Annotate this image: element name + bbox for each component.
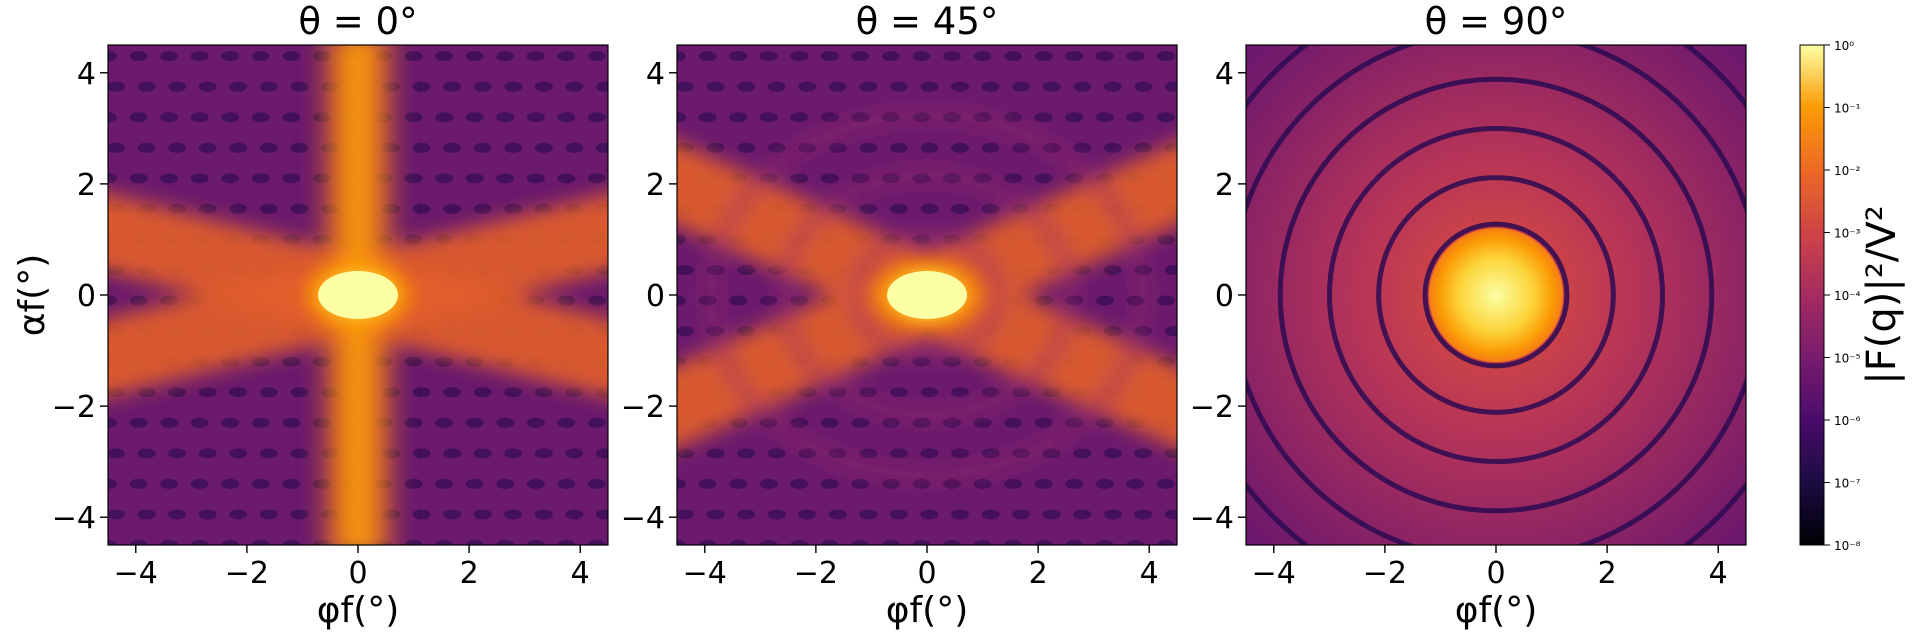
colorbar-tick-label: 10⁰ — [1834, 39, 1854, 53]
x-tick-label: 2 — [1598, 556, 1617, 591]
heatmap-image — [677, 45, 1177, 545]
colorbar-label: |F(q)|²/V² — [1859, 205, 1905, 384]
x-tick-label: −2 — [225, 556, 269, 591]
x-tick-label: 2 — [1029, 556, 1048, 591]
x-tick-label: −2 — [1363, 556, 1407, 591]
colorbar-tick-label: 10⁻⁶ — [1834, 414, 1861, 428]
colorbar-tick-label: 10⁻² — [1834, 164, 1861, 178]
y-tick-label: −4 — [52, 501, 96, 536]
x-tick-label: 4 — [1140, 556, 1159, 591]
colorbar-tick-label: 10⁻⁸ — [1834, 539, 1861, 553]
y-tick-label: −2 — [1190, 390, 1234, 425]
x-axis-label: φf(°) — [886, 590, 969, 631]
y-tick-label: 4 — [1215, 57, 1234, 92]
x-tick-label: 4 — [1709, 556, 1728, 591]
panel-title: θ = 0° — [298, 0, 417, 43]
y-tick-label: 2 — [77, 168, 96, 203]
y-axis-label: αf(°) — [12, 254, 53, 337]
colorbar-tick-label: 10⁻⁷ — [1834, 477, 1861, 491]
colorbar-gradient — [1799, 44, 1825, 546]
x-tick-label: −4 — [1252, 556, 1296, 591]
x-axis-label: φf(°) — [1455, 590, 1538, 631]
heatmap-image — [1246, 45, 1746, 545]
y-tick-label: 4 — [77, 57, 96, 92]
y-tick-label: −4 — [621, 501, 665, 536]
y-tick-label: 0 — [1215, 279, 1234, 314]
y-tick-label: 2 — [1215, 168, 1234, 203]
y-tick-label: 0 — [77, 279, 96, 314]
y-tick-label: −4 — [1190, 501, 1234, 536]
x-axis-label: φf(°) — [317, 590, 400, 631]
x-tick-label: 0 — [917, 556, 936, 591]
colorbar: 10⁰ 10⁻¹ 10⁻² 10⁻³ 10⁻⁴ 10⁻⁵ 10⁻⁶ 10⁻⁷ 10⁻⁸ |F(q… — [1799, 39, 1905, 553]
panel-title: θ = 45° — [856, 0, 999, 43]
y-tick-label: 0 — [646, 279, 665, 314]
x-tick-label: −4 — [683, 556, 727, 591]
colorbar-tick-label: 10⁻⁴ — [1834, 289, 1861, 303]
y-tick-label: 4 — [646, 57, 665, 92]
x-tick-label: 4 — [571, 556, 590, 591]
x-tick-label: 2 — [460, 556, 479, 591]
y-tick-label: −2 — [52, 390, 96, 425]
panel-3: θ = 90° −4 −2 0 2 4 4 2 0 −2 −4 φf(°) — [1190, 0, 1747, 631]
panel-2: θ = 45° −4 −2 0 2 4 4 2 0 −2 −4 φf(°) — [621, 0, 1178, 631]
y-tick-label: 2 — [646, 168, 665, 203]
x-tick-label: 0 — [1486, 556, 1505, 591]
colorbar-tick-label: 10⁻³ — [1834, 227, 1861, 241]
x-tick-label: −4 — [114, 556, 158, 591]
x-tick-label: −2 — [794, 556, 838, 591]
colorbar-tick-label: 10⁻¹ — [1834, 102, 1861, 116]
colorbar-tick-label: 10⁻⁵ — [1834, 352, 1861, 366]
y-tick-label: −2 — [621, 390, 665, 425]
panel-1: θ = 0° −4 −2 0 2 4 4 2 0 −2 −4 φf(°) — [52, 0, 609, 631]
heatmap-image — [108, 45, 608, 545]
x-tick-label: 0 — [348, 556, 367, 591]
panel-title: θ = 90° — [1425, 0, 1568, 43]
